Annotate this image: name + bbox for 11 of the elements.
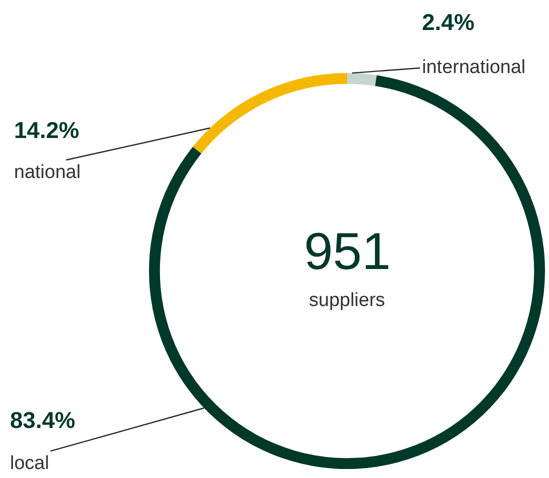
data-label: 83.4% bbox=[10, 407, 76, 433]
donut-slice bbox=[149, 75, 545, 469]
data-label: 14.2% bbox=[14, 117, 80, 143]
donut-slice bbox=[347, 73, 377, 86]
text: 951 bbox=[304, 223, 391, 281]
donut-slice bbox=[192, 73, 347, 154]
data-label: 2.4% bbox=[422, 9, 474, 35]
slice-label: international bbox=[422, 57, 526, 78]
slice-label: local bbox=[10, 453, 50, 474]
text: suppliers bbox=[309, 290, 386, 311]
slice-label: national bbox=[14, 162, 81, 183]
